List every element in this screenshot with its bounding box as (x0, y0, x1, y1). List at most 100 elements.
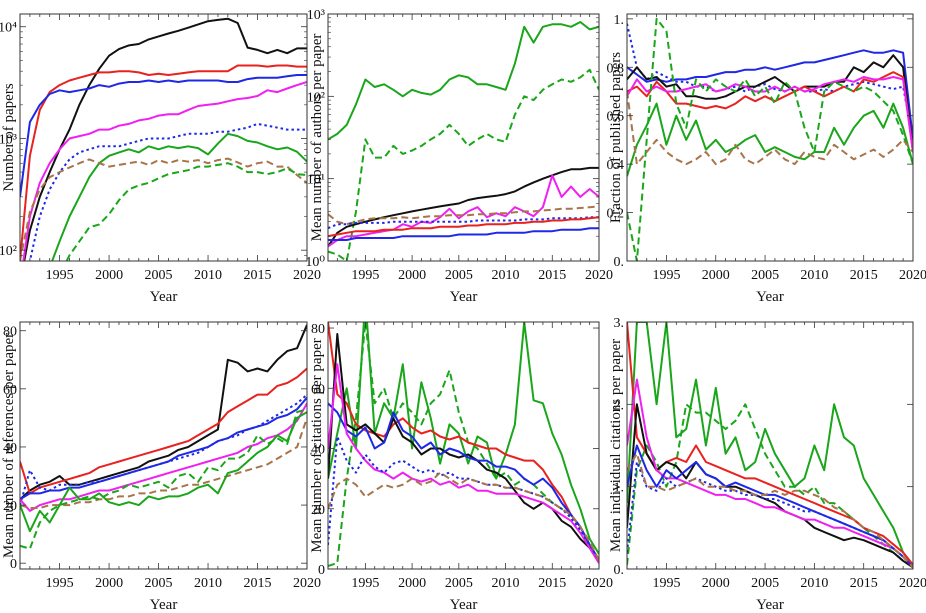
series-line-brown_dashed-5 (328, 205, 599, 226)
y-tick-label: 40 (3, 441, 17, 456)
y-tick-label: 0.6 (607, 110, 625, 125)
series-line-brown_dashed-8 (328, 471, 599, 561)
chart-panel-5: 1995 2000 2005 2010 2015 2020 0 20 40 60 80 Year Mea… (309, 321, 613, 613)
x-axis-label: Year (756, 597, 784, 613)
series-line-black-3 (627, 54, 913, 153)
y-tick-label: 40 (311, 443, 325, 458)
series-group (627, 322, 913, 569)
y-tick-label: 60 (311, 382, 325, 397)
y-tick-label: 2. (614, 398, 625, 413)
plot-frame (19, 13, 308, 262)
x-tick-label: 1995 (351, 576, 379, 591)
series-line-blue-3 (20, 74, 307, 198)
series-line-blue-8 (328, 227, 599, 241)
x-axis-label: Year (450, 289, 478, 305)
y-tick-label: 0.2 (607, 207, 625, 222)
x-tick-label: 2000 (702, 268, 730, 283)
series-group (328, 322, 599, 567)
x-tick-label: 2005 (751, 268, 779, 283)
x-tick-label: 1995 (652, 576, 680, 591)
series-line-brown_dashed-8 (627, 452, 913, 569)
x-tick-label: 2000 (95, 268, 123, 283)
y-tick-label: 80 (3, 325, 17, 340)
y-tick-label: 0. (614, 255, 625, 270)
series-line-green-1 (328, 21, 599, 141)
x-tick-label: 2010 (194, 576, 222, 591)
chart-panel-2: 1995 2000 2005 2010 2015 2020 10⁰ 10¹ 10² 10³ Year… (305, 8, 613, 305)
y-tick-label: 10⁴ (0, 21, 17, 36)
series-line-red-2 (20, 367, 307, 495)
series-line-green-1 (627, 322, 913, 566)
y-tick-label: 10² (307, 90, 325, 105)
x-tick-label: 2000 (95, 576, 123, 591)
chart-panel-1: 1995 2000 2005 2010 2015 2020 10² 10³ 10⁴ Year Num… (0, 13, 321, 305)
y-tick-label: 20 (311, 503, 325, 518)
series-line-brown_dashed-7 (20, 157, 307, 261)
x-tick-label: 2010 (800, 576, 828, 591)
series-line-blue_dotted-6 (328, 216, 599, 230)
y-tick-label: 10¹ (307, 173, 325, 188)
series-line-red-3 (627, 322, 913, 566)
series-line-blue_dotted-4 (20, 393, 307, 506)
plot-frame (327, 321, 600, 570)
series-line-green_dashed-8 (20, 408, 307, 550)
series-line-black-3 (328, 166, 599, 248)
series-line-blue_dotted-7 (627, 461, 913, 569)
x-tick-label: 2020 (585, 268, 613, 283)
x-tick-label: 2010 (492, 576, 520, 591)
x-tick-label: 2015 (538, 268, 566, 283)
series-line-green-6 (51, 132, 307, 261)
series-line-green_dashed-2 (328, 68, 599, 261)
x-tick-label: 2020 (899, 268, 926, 283)
x-tick-label: 2015 (244, 268, 272, 283)
x-tick-label: 2000 (702, 576, 730, 591)
series-line-blue-5 (328, 402, 599, 561)
series-line-black-4 (627, 403, 913, 569)
series-group (20, 324, 307, 550)
series-line-green_dashed-2 (328, 322, 599, 567)
x-tick-label: 1995 (46, 576, 74, 591)
series-line-red-2 (20, 64, 307, 261)
y-tick-label: 0.8 (607, 61, 625, 76)
x-tick-label: 2010 (194, 268, 222, 283)
y-axis-label: Fraction of published papers (608, 52, 624, 223)
x-tick-label: 2015 (850, 268, 878, 283)
y-tick-label: 0. (614, 563, 625, 578)
x-axis-label: Year (450, 597, 478, 613)
series-line-red-4 (627, 71, 913, 153)
plot-frame (327, 13, 600, 262)
x-tick-label: 2005 (445, 576, 473, 591)
series-line-black-1 (20, 324, 307, 501)
series-line-green_dashed-7 (627, 17, 913, 261)
series-group (20, 17, 307, 261)
y-axis-label: Mean number of references per paper (1, 333, 17, 558)
x-tick-label: 2005 (145, 268, 173, 283)
x-tick-label: 2020 (899, 576, 926, 591)
plot-frame (626, 321, 914, 570)
series-line-blue_dotted-5 (28, 122, 307, 261)
series-line-red-7 (328, 216, 599, 238)
chart-panel-4: 1995 2000 2005 2010 2015 2020 0 20 40 60 80 Year Mea… (1, 321, 321, 613)
x-tick-label: 2010 (800, 268, 828, 283)
x-axis-label: Year (150, 289, 178, 305)
plot-frame (626, 13, 914, 262)
x-tick-label: 2005 (445, 268, 473, 283)
series-line-blue-1 (627, 49, 913, 141)
series-line-black-1 (23, 17, 307, 261)
series-line-magenta-4 (22, 81, 307, 261)
x-tick-label: 1995 (351, 268, 379, 283)
x-tick-label: 2000 (398, 576, 426, 591)
x-tick-label: 2015 (850, 576, 878, 591)
y-tick-label: 0 (318, 563, 325, 578)
y-tick-label: 1. (614, 13, 625, 28)
y-tick-label: 10⁰ (305, 255, 325, 270)
y-tick-label: 0 (10, 557, 17, 572)
y-tick-label: 0.4 (607, 158, 625, 173)
series-line-green_dashed-8 (65, 162, 307, 261)
series-line-magenta-5 (627, 378, 913, 569)
y-tick-label: 20 (3, 499, 17, 514)
y-axis-label: Mean individual citations per paper (608, 339, 624, 552)
series-line-green-7 (20, 411, 307, 533)
y-tick-label: 3. (614, 316, 625, 331)
